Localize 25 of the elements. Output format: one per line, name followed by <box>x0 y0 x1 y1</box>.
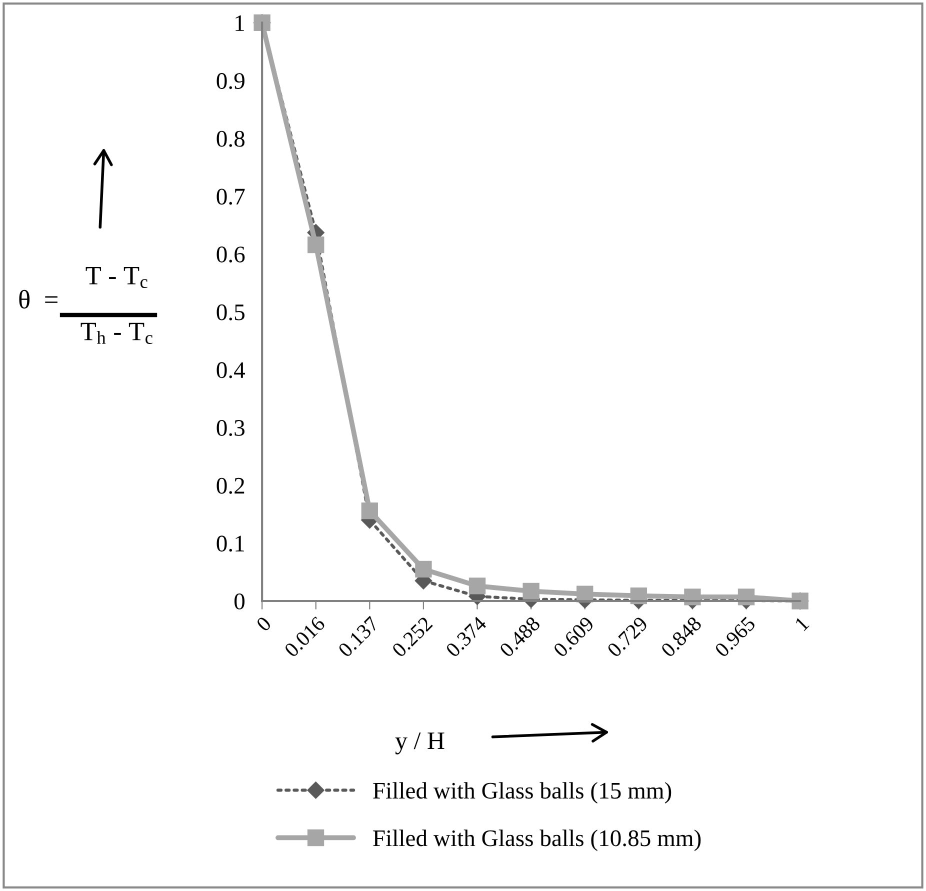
y-tick-label: 0.1 <box>216 536 244 552</box>
point <box>522 582 540 600</box>
point <box>576 586 594 602</box>
legend-label: Filled with Glass balls (10.85 mm) <box>373 830 701 852</box>
y-tick-label: 0.4 <box>216 362 246 378</box>
x-axis-title: y / H <box>395 732 444 754</box>
point <box>308 236 324 254</box>
y-tick-label: 0.3 <box>216 420 244 436</box>
y-tick-label: 0.2 <box>216 478 244 494</box>
text: θ = <box>19 290 58 309</box>
point <box>361 502 378 520</box>
point <box>468 578 486 594</box>
y-tick-label: 0.7 <box>216 188 245 205</box>
y-tick-label: 0.8 <box>216 130 244 147</box>
x-tick-label: 0 <box>256 616 272 632</box>
y-tick-label: 0 <box>234 593 244 610</box>
y-tick-label: 0.9 <box>216 73 244 90</box>
point <box>415 560 432 578</box>
x-tick-label: 1 <box>794 616 810 632</box>
text: T$_{h}$ - T$_{c}$ <box>80 322 152 344</box>
y-tick-label: 0.6 <box>216 246 245 263</box>
text: T - T$_{c}$ <box>86 266 148 288</box>
y-tick-label: 0.5 <box>216 304 244 320</box>
legend-label: Filled with Glass balls (15 mm) <box>373 782 672 804</box>
y-tick-label: 1 <box>236 15 244 31</box>
